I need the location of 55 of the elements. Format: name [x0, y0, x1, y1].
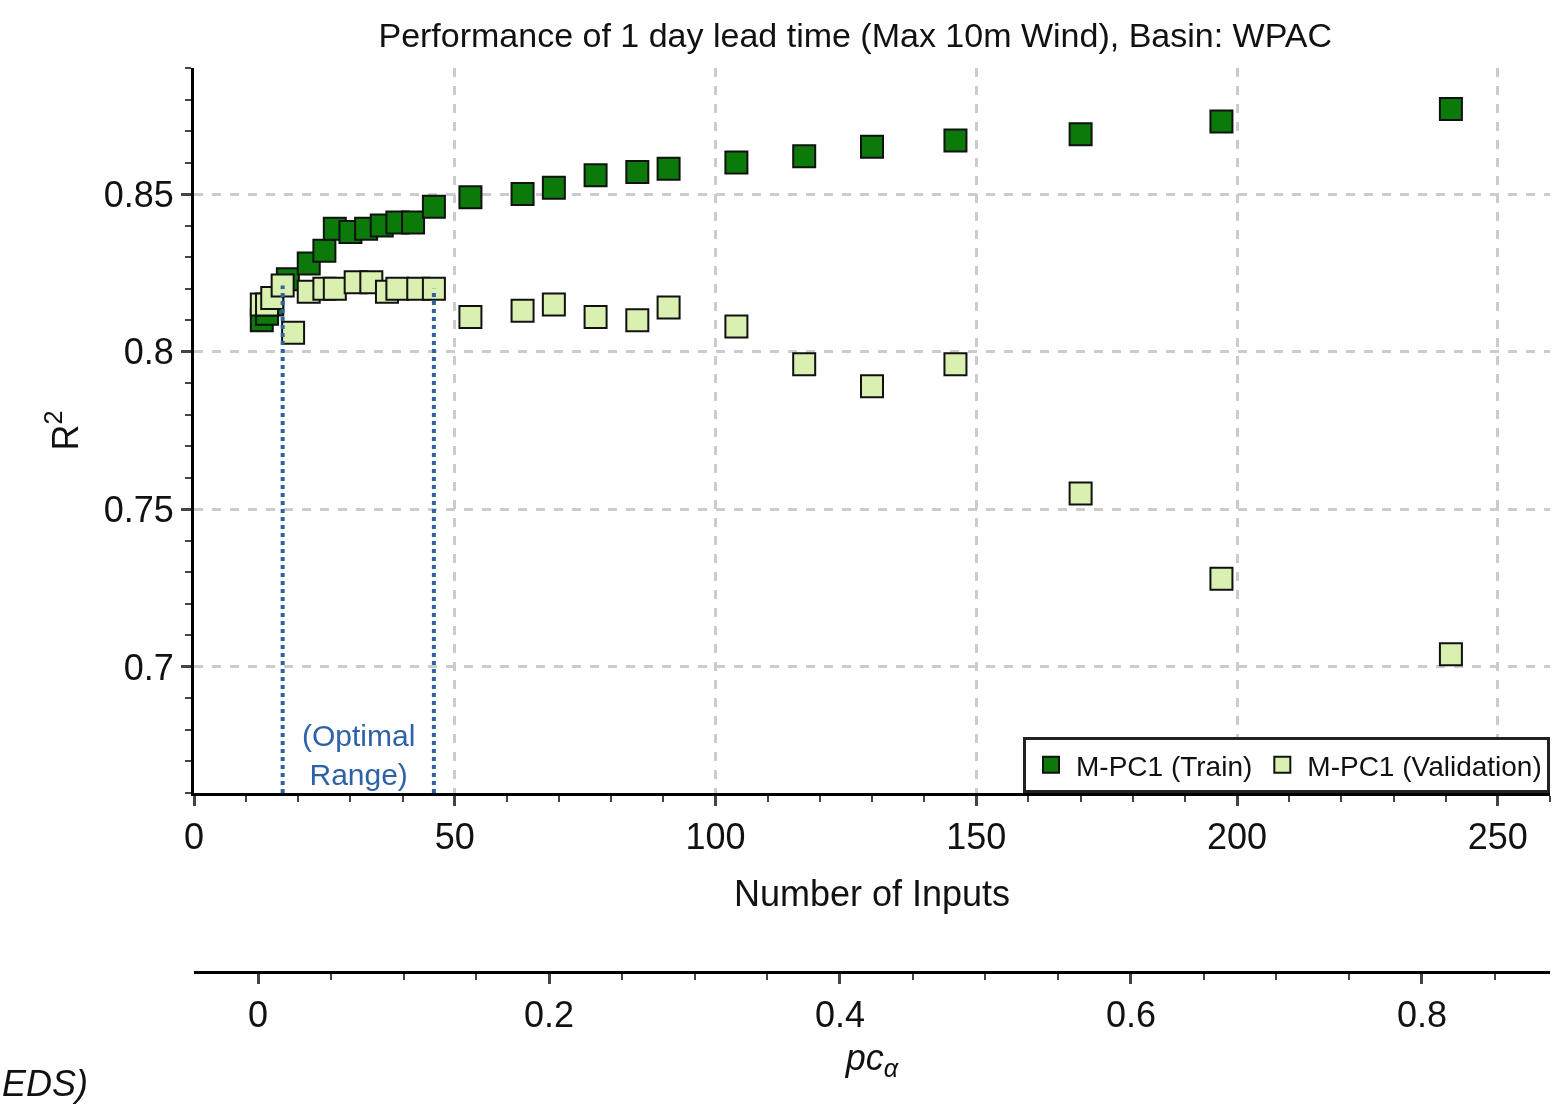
- point: [583, 163, 608, 188]
- point: [401, 210, 426, 235]
- x-axis-title: Number of Inputs: [733, 872, 1011, 914]
- annotation: (Optimal Range): [302, 719, 416, 791]
- point: [421, 276, 446, 301]
- x2-tick-label: 0.2: [523, 994, 575, 1036]
- x2-tick-label: 0.6: [1105, 994, 1156, 1036]
- x-tick-label: 50: [434, 816, 475, 858]
- point: [1209, 566, 1234, 591]
- text: EDS): [2, 1063, 89, 1104]
- point: [1438, 642, 1463, 667]
- point: [1209, 109, 1234, 134]
- point: [510, 182, 535, 207]
- point: [943, 352, 968, 377]
- point: [583, 305, 608, 330]
- point: [1438, 96, 1463, 121]
- x2-tick-label: 0: [248, 994, 269, 1036]
- y-tick-label: 0.7: [123, 646, 174, 688]
- point: [792, 352, 817, 377]
- legend-label: M-PC1 (Train): [1076, 750, 1253, 782]
- point: [281, 320, 306, 345]
- point: [1068, 481, 1093, 506]
- legend-label: M-PC1 (Validation): [1307, 750, 1542, 782]
- point: [1068, 122, 1093, 147]
- chart-title: Performance of 1 day lead time (Max 10m Wind), Basin: WPAC: [378, 15, 1333, 54]
- point: [421, 194, 446, 219]
- x-tick-label: 150: [946, 816, 1007, 858]
- y-tick-label: 0.85: [103, 173, 174, 215]
- x2-tick-label: 0.4: [814, 994, 866, 1036]
- point: [312, 238, 337, 263]
- point: [625, 160, 650, 185]
- point: [541, 292, 566, 317]
- point: [860, 374, 884, 399]
- x2-axis-title: pc$_{α}$: [844, 1036, 899, 1083]
- y-tick-label: 0.75: [103, 488, 174, 530]
- point: [792, 144, 817, 169]
- point: [860, 134, 884, 159]
- point: [270, 273, 295, 298]
- point: [724, 314, 749, 339]
- point: [510, 298, 535, 323]
- point: [625, 308, 650, 333]
- point: [458, 305, 483, 330]
- y-tick-label: 0.8: [123, 331, 174, 373]
- x-tick-label: 0: [183, 816, 205, 858]
- x-tick-label: 100: [685, 816, 746, 858]
- x-tick-label: 200: [1207, 816, 1268, 858]
- point: [724, 150, 749, 175]
- point: [541, 175, 566, 200]
- point: [322, 276, 347, 301]
- x2-tick-label: 0.8: [1396, 994, 1447, 1036]
- point: [458, 185, 483, 210]
- point: [656, 295, 681, 320]
- x-tick-label: 250: [1467, 816, 1528, 858]
- point: [943, 128, 968, 153]
- point: [656, 156, 681, 181]
